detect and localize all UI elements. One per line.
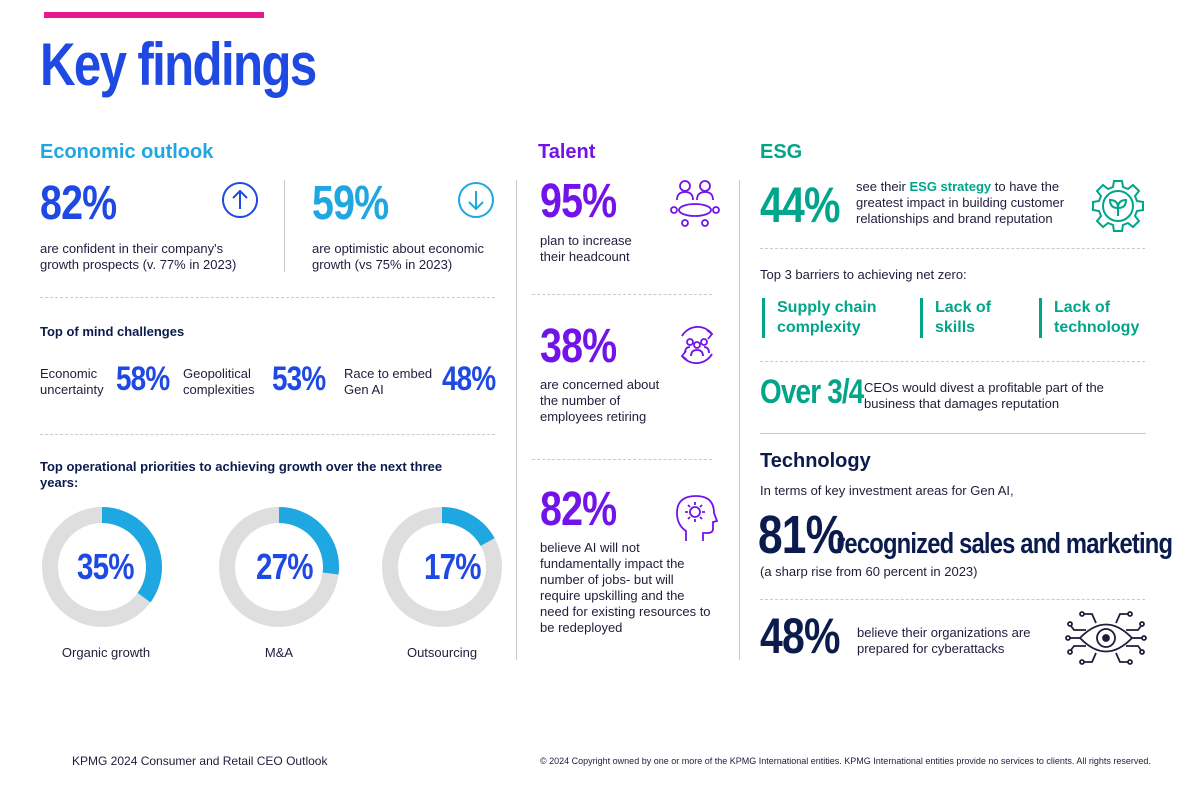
divider (532, 459, 712, 460)
challenge-label: Race to embed Gen AI (344, 366, 433, 397)
organic-growth-donut (40, 505, 164, 634)
cyber-stat-value: 48% (760, 608, 840, 664)
ai-jobs-stat-value: 82% (540, 483, 617, 536)
esg-strategy-stat-value: 44% (760, 177, 840, 233)
donut-arc (42, 507, 162, 627)
divider (760, 248, 1145, 249)
barriers-heading: Top 3 barriers to achieving net zero: (760, 267, 967, 282)
headcount-stat-text: plan to increase their headcount (540, 233, 632, 264)
donut-value: 27% (256, 546, 313, 587)
challenge-value: 53% (272, 360, 326, 398)
sales-marketing-stat-text: recognized sales and marketing (836, 528, 1173, 560)
barrier-item: Lack of technology (1039, 298, 1154, 338)
priorities-heading: Top operational priorities to achieving … (40, 459, 443, 490)
headcount-stat-value: 95% (540, 175, 617, 228)
retiring-stat-value: 38% (540, 320, 617, 373)
donut-value: 17% (424, 546, 481, 587)
challenge-label: Economic uncertainty (40, 366, 104, 397)
barrier-item: Supply chain complexity (762, 298, 897, 338)
confidence-stat-text: are confident in their company's growth … (40, 241, 237, 272)
economic-outlook-heading: Economic outlook (40, 141, 214, 163)
accent-bar (44, 12, 264, 18)
divider (760, 433, 1146, 434)
divest-stat-value: Over 3/4 (760, 373, 864, 411)
outsourcing-donut (380, 505, 504, 634)
divider (40, 297, 495, 298)
cyber-stat-text: believe their organizations are prepared… (857, 625, 1031, 656)
esg-text-pre: see their (856, 179, 910, 194)
arrow-down-circle-icon (456, 180, 496, 225)
barrier-label: Lack of technology (1054, 299, 1140, 336)
donut-label: Outsourcing (406, 645, 478, 660)
arrow-up-circle-icon (220, 180, 260, 225)
people-cycle-icon (674, 322, 720, 373)
donut-arc (219, 507, 339, 627)
donut-label: M&A (264, 645, 294, 660)
barrier-label: Lack of skills (935, 299, 992, 336)
page-title: Key findings (40, 31, 317, 98)
retiring-stat-text: are concerned about the number of employ… (540, 377, 660, 424)
circuit-eye-icon (1065, 609, 1147, 672)
sales-marketing-stat-value: 81% (758, 505, 845, 565)
m-and-a-donut (217, 505, 341, 634)
confidence-stat-value: 82% (40, 177, 117, 230)
optimism-stat-text: are optimistic about economic growth (vs… (312, 241, 484, 272)
talent-heading: Talent (538, 141, 596, 163)
challenges-heading: Top of mind challenges (40, 324, 185, 339)
challenge-label: Geopolitical complexities (183, 366, 255, 397)
technology-intro: In terms of key investment areas for Gen… (760, 483, 1014, 498)
divider (284, 180, 285, 272)
meeting-people-icon (668, 178, 722, 233)
divider (532, 294, 712, 295)
esg-strategy-highlight: ESG strategy (909, 179, 992, 194)
barrier-label: Supply chain complexity (777, 299, 877, 336)
donut-label: Organic growth (61, 645, 151, 660)
esg-heading: ESG (760, 141, 803, 163)
optimism-stat-value: 59% (312, 177, 389, 230)
footer-publication: KPMG 2024 Consumer and Retail CEO Outloo… (72, 754, 328, 768)
footer-copyright: © 2024 Copyright owned by one or more of… (540, 756, 1151, 766)
divider (760, 599, 1145, 600)
barrier-item: Lack of skills (920, 298, 1005, 338)
divider (760, 361, 1145, 362)
ai-jobs-stat-text: believe AI will not fundamentally impact… (540, 540, 711, 635)
donut-value: 35% (77, 546, 134, 587)
challenge-value: 58% (116, 360, 170, 398)
challenge-value: 48% (442, 360, 496, 398)
head-gear-icon (674, 493, 719, 548)
esg-text-post: to have the greatest impact in building … (856, 179, 1065, 226)
gear-leaf-icon (1090, 178, 1146, 239)
divest-stat-text: CEOs would divest a profitable part of t… (864, 380, 1104, 411)
esg-strategy-stat-text: see their ESG strategy to have the great… (856, 179, 1086, 227)
divider (40, 434, 495, 435)
donut-arc (382, 507, 502, 627)
technology-heading: Technology (760, 450, 871, 472)
column-divider (739, 180, 740, 660)
sales-marketing-note: (a sharp rise from 60 percent in 2023) (760, 564, 978, 579)
column-divider (516, 180, 517, 660)
